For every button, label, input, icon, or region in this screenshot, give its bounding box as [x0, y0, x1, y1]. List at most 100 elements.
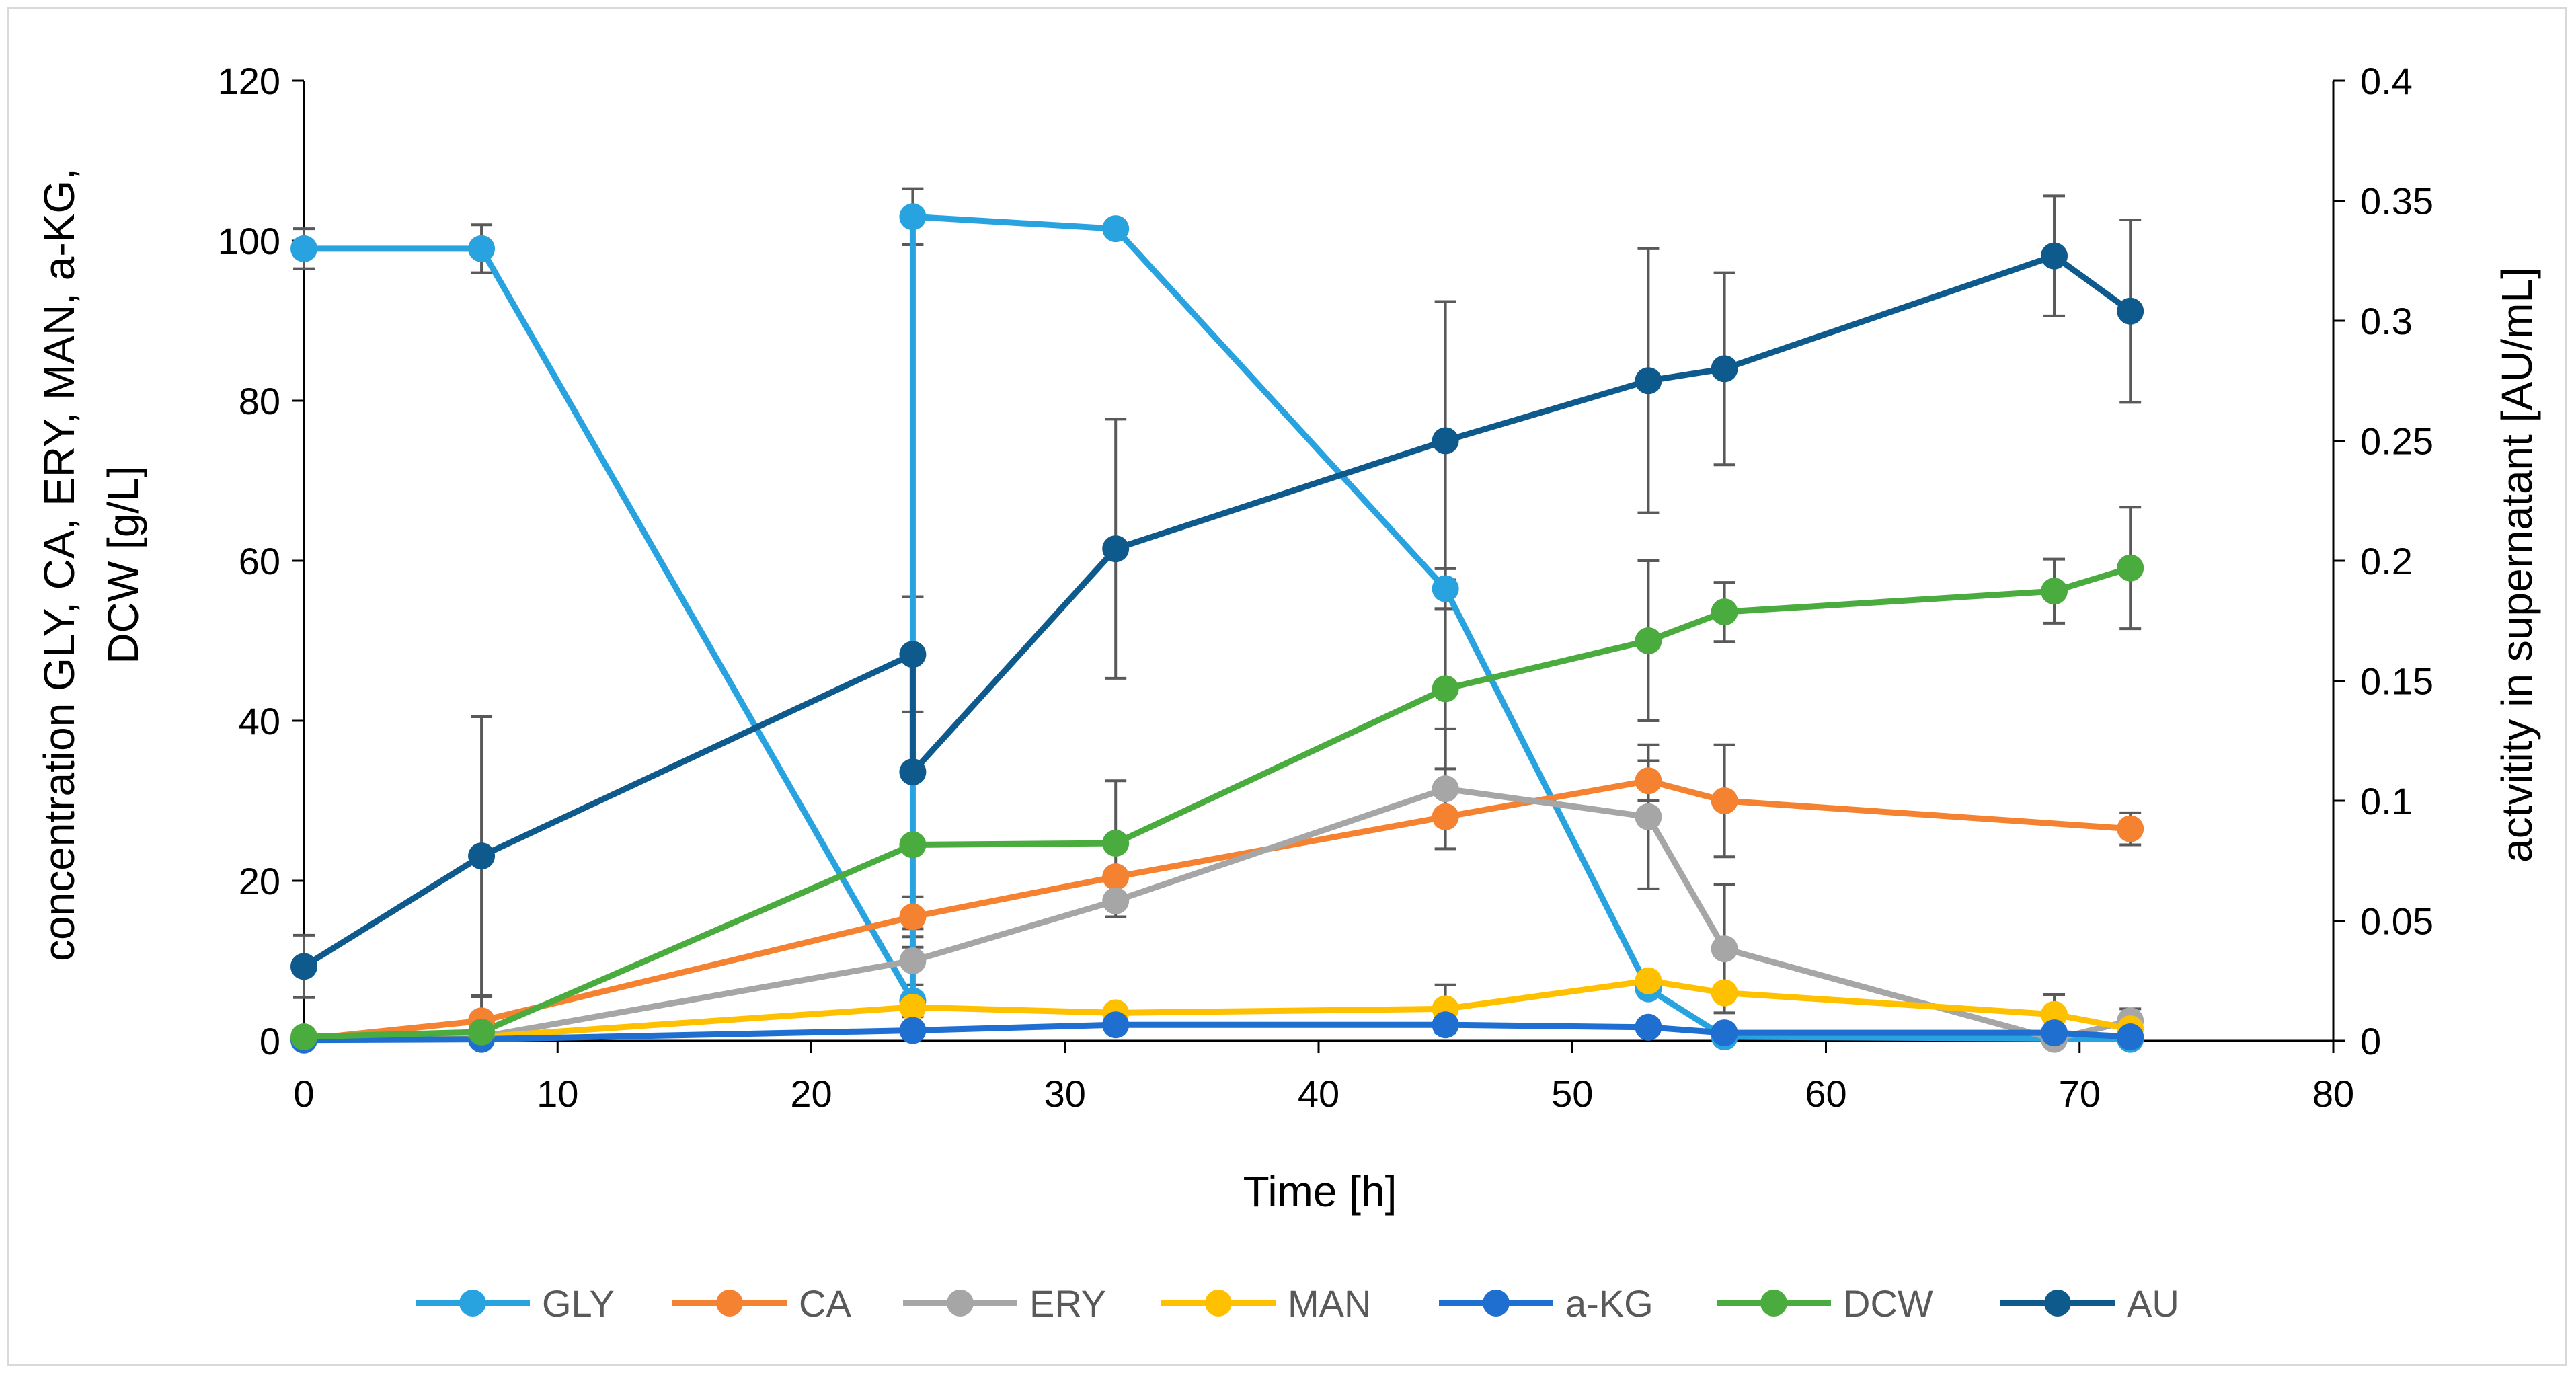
a-kg-point — [1102, 1011, 1130, 1039]
man-point — [1635, 967, 1662, 994]
ca-point — [1635, 767, 1662, 795]
au-series-line — [302, 253, 2132, 970]
y-right-tick-label: 0.25 — [2360, 420, 2433, 463]
dcw-point — [2041, 578, 2068, 605]
x-ticks: 0 10 20 30 40 50 60 70 80 — [293, 1041, 2354, 1115]
y-left-tick-label: 120 — [218, 60, 280, 102]
ery-point — [1711, 935, 1738, 963]
series-layer — [290, 187, 2144, 1054]
x-tick-label: 0 — [293, 1072, 314, 1115]
gly-point — [290, 235, 317, 262]
legend-a-kg-label: a-KG — [1565, 1282, 1653, 1325]
dcw-point — [1635, 627, 1662, 654]
au-point — [1711, 355, 1738, 383]
chart-frame — [7, 7, 2567, 1366]
ca-point — [1432, 803, 1459, 830]
a-kg-point — [1432, 1011, 1459, 1039]
y-left-tick-label: 80 — [239, 380, 280, 422]
y-left-tick-label: 100 — [218, 220, 280, 262]
y-right-tick-label: 0.1 — [2360, 780, 2413, 822]
au-point — [899, 641, 927, 668]
ery-point — [1102, 887, 1130, 914]
au-point — [2117, 297, 2144, 325]
y-right-tick-label: 0.4 — [2360, 60, 2413, 102]
dcw-point — [1432, 675, 1459, 703]
y-right-tick-label: 0.15 — [2360, 660, 2433, 703]
legend-dcw-label: DCW — [1843, 1282, 1933, 1325]
y-left-tick-label: 40 — [239, 700, 280, 742]
legend-dcw-marker — [1760, 1290, 1787, 1317]
au-point — [2041, 242, 2068, 270]
y-right-tick-label: 0.3 — [2360, 300, 2413, 342]
legend-gly-label: GLY — [542, 1282, 615, 1325]
dcw-point — [1711, 598, 1738, 626]
gly-point — [899, 203, 927, 231]
legend-ery-marker — [947, 1290, 974, 1317]
x-tick-label: 50 — [1551, 1072, 1593, 1115]
ery-point — [899, 947, 927, 974]
a-kg-point — [2041, 1019, 2068, 1047]
man-point — [899, 994, 927, 1021]
dcw-point — [899, 831, 927, 859]
legend-au-marker — [2044, 1290, 2071, 1317]
y-right-ticks: 0 0.05 0.1 0.15 0.2 0.25 0.3 0.35 0.4 — [2333, 60, 2433, 1062]
y-right-tick-label: 0.2 — [2360, 540, 2413, 582]
gly-series-line — [304, 213, 2131, 1043]
gly-point — [1102, 215, 1130, 243]
a-kg-point — [2117, 1023, 2144, 1051]
au-point — [1635, 367, 1662, 395]
ca-point — [1102, 863, 1130, 891]
y-left-tick-label: 0 — [260, 1020, 280, 1062]
legend-ery-label: ERY — [1029, 1282, 1106, 1325]
legend-a-kg-marker — [1483, 1290, 1510, 1317]
x-tick-label: 40 — [1298, 1072, 1339, 1115]
a-kg-point — [1635, 1013, 1662, 1041]
gly-point — [1432, 575, 1459, 602]
legend-man-label: MAN — [1288, 1282, 1371, 1325]
dcw-point — [2117, 554, 2144, 582]
a-kg-point — [899, 1017, 927, 1044]
x-axis-title: Time [h] — [1243, 1167, 1397, 1216]
au-point — [290, 953, 317, 980]
y-right-tick-label: 0.35 — [2360, 180, 2433, 223]
y-axis-left-title-line2: DCW [g/L] — [99, 465, 147, 664]
x-tick-label: 30 — [1044, 1072, 1086, 1115]
legend-ca-marker — [716, 1290, 743, 1317]
x-tick-label: 60 — [1805, 1072, 1846, 1115]
dcw-point — [1102, 830, 1130, 857]
dcw-point — [468, 1018, 496, 1046]
y-left-tick-label: 20 — [239, 860, 280, 902]
ca-point — [2117, 815, 2144, 842]
y-right-tick-label: 0.05 — [2360, 900, 2433, 943]
dcw-point — [290, 1023, 317, 1051]
x-tick-label: 80 — [2312, 1072, 2354, 1115]
au-point — [468, 842, 496, 870]
au-point — [1102, 535, 1130, 563]
series-lines — [302, 213, 2132, 1044]
ca-point — [1711, 787, 1738, 814]
legend-man-marker — [1205, 1290, 1232, 1317]
legend-ca-label: CA — [799, 1282, 851, 1325]
legend-au-label: AU — [2127, 1282, 2179, 1325]
au-point — [1432, 427, 1459, 455]
man-point — [1711, 979, 1738, 1007]
au-point — [899, 758, 927, 786]
error-bars — [293, 187, 2142, 1046]
y-left-ticks: 0 20 40 60 80 100 120 — [218, 60, 304, 1062]
ery-point — [1432, 775, 1459, 803]
legend-gly-marker — [459, 1290, 486, 1317]
y-right-tick-label: 0 — [2360, 1020, 2381, 1062]
x-tick-label: 10 — [537, 1072, 578, 1115]
x-tick-label: 20 — [790, 1072, 832, 1115]
dcw-series-line — [303, 565, 2132, 1040]
man-point — [2041, 1000, 2068, 1028]
series-markers — [290, 203, 2144, 1054]
ca-point — [899, 903, 927, 931]
y-axis-right-title: actvitity in supernatant [AU/mL] — [2493, 267, 2541, 863]
legend: GLY CA ERY MAN a-KG DCW AU — [416, 1282, 2179, 1325]
x-tick-label: 70 — [2059, 1072, 2101, 1115]
a-kg-point — [1711, 1019, 1738, 1047]
y-axis-left-title-line1: concentration GLY, CA, ERY, MAN, a-KG, — [35, 168, 83, 961]
gly-point — [468, 235, 496, 262]
y-left-tick-label: 60 — [239, 540, 280, 582]
